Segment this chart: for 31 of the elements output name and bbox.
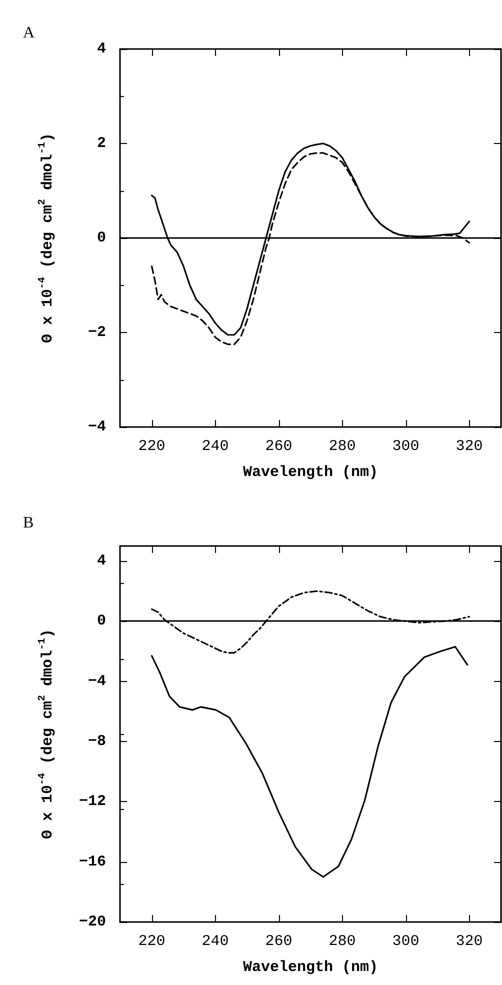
- y-tick-label: −4: [88, 672, 106, 690]
- x-tick-label: 260: [265, 933, 292, 950]
- y-tick-label: −2: [88, 324, 106, 341]
- y-tick-label: −12: [78, 793, 106, 810]
- x-axis-title: Wavelength (nm): [242, 464, 378, 481]
- x-tick-label: 220: [138, 438, 166, 455]
- y-tick-label: 2: [96, 135, 106, 152]
- x-tick-label: 220: [138, 933, 166, 950]
- y-tick-label: −4: [88, 418, 106, 436]
- y-tick-label: 0: [96, 230, 106, 246]
- y-tick-label: −16: [78, 853, 106, 870]
- x-tick-label: 240: [202, 933, 229, 950]
- x-tick-label: 300: [392, 438, 420, 455]
- y-tick-label: −8: [88, 733, 106, 750]
- y-tick-label: −20: [78, 914, 106, 930]
- y-axis-title: Θ x 10-4 (deg cm2 dmol-1): [38, 628, 56, 840]
- y-tick-label: 0: [96, 612, 106, 630]
- y-axis-title: Θ x 10-4 (deg cm2 dmol-1): [38, 132, 56, 344]
- x-tick-label: 320: [456, 933, 483, 950]
- y-tick-label: 4: [96, 552, 106, 570]
- x-axis-title: Wavelength (nm): [242, 959, 378, 976]
- x-tick-label: 320: [456, 438, 483, 455]
- chart-title: B: [23, 514, 34, 532]
- chart-title: A: [23, 24, 35, 42]
- x-tick-label: 300: [392, 933, 420, 950]
- y-tick-label: 4: [96, 40, 106, 58]
- x-tick-label: 240: [202, 438, 229, 455]
- x-tick-label: 280: [328, 933, 356, 950]
- x-tick-label: 260: [265, 438, 292, 455]
- x-tick-label: 280: [328, 438, 356, 455]
- line-series: [150, 646, 468, 878]
